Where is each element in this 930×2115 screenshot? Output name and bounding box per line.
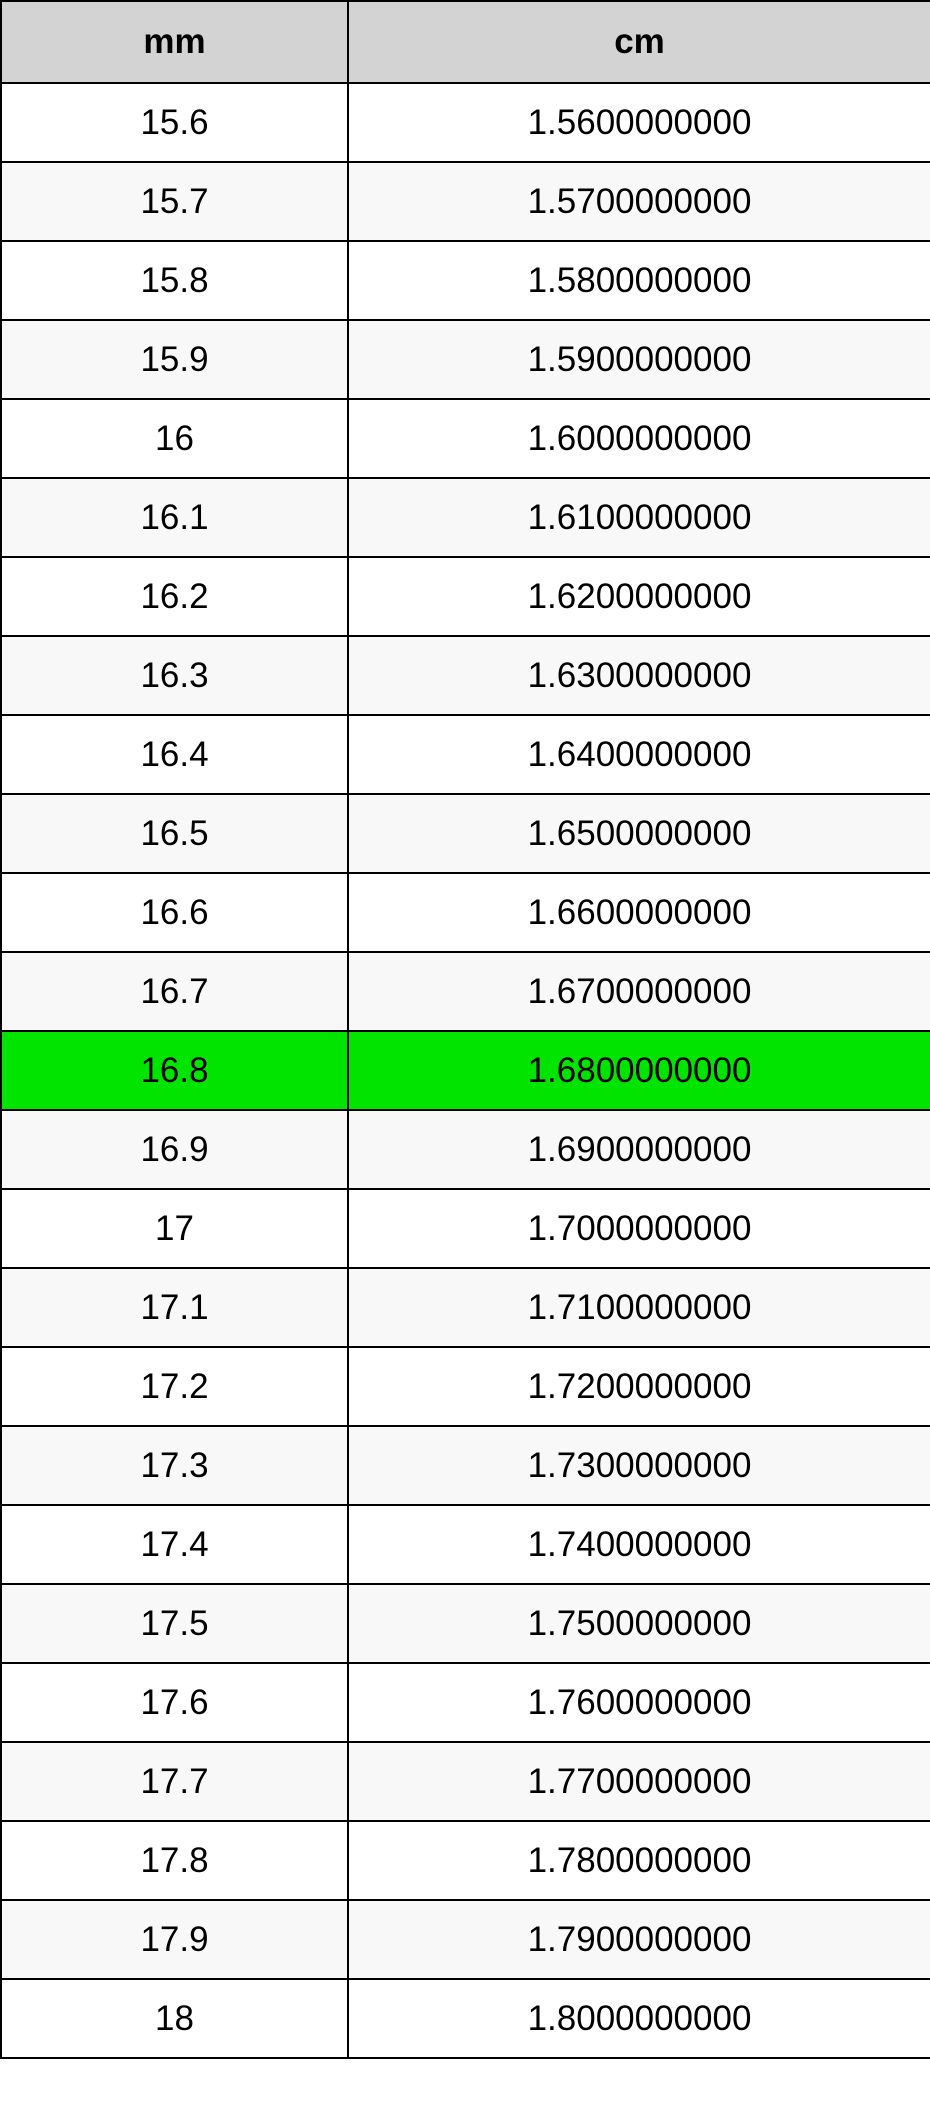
cell-mm: 16.5 bbox=[1, 794, 348, 873]
cell-cm: 1.7200000000 bbox=[348, 1347, 930, 1426]
cell-mm: 17 bbox=[1, 1189, 348, 1268]
cell-cm: 1.5700000000 bbox=[348, 162, 930, 241]
cell-mm: 16.9 bbox=[1, 1110, 348, 1189]
cell-mm: 16.1 bbox=[1, 478, 348, 557]
cell-mm: 15.7 bbox=[1, 162, 348, 241]
table-row: 16.7 1.6700000000 bbox=[1, 952, 930, 1031]
cell-cm: 1.6300000000 bbox=[348, 636, 930, 715]
cell-cm: 1.6900000000 bbox=[348, 1110, 930, 1189]
cell-mm: 16 bbox=[1, 399, 348, 478]
cell-cm: 1.7600000000 bbox=[348, 1663, 930, 1742]
cell-mm: 16.6 bbox=[1, 873, 348, 952]
table-header-row: mm cm bbox=[1, 1, 930, 83]
table-row: 16 1.6000000000 bbox=[1, 399, 930, 478]
table-row: 17.1 1.7100000000 bbox=[1, 1268, 930, 1347]
table-row: 16.2 1.6200000000 bbox=[1, 557, 930, 636]
cell-mm: 15.9 bbox=[1, 320, 348, 399]
table-row: 16.1 1.6100000000 bbox=[1, 478, 930, 557]
cell-mm: 17.8 bbox=[1, 1821, 348, 1900]
cell-cm: 1.6400000000 bbox=[348, 715, 930, 794]
cell-mm: 18 bbox=[1, 1979, 348, 2058]
cell-cm: 1.7800000000 bbox=[348, 1821, 930, 1900]
cell-mm: 17.6 bbox=[1, 1663, 348, 1742]
cell-mm: 16.8 bbox=[1, 1031, 348, 1110]
cell-mm: 16.2 bbox=[1, 557, 348, 636]
table-row: 15.6 1.5600000000 bbox=[1, 83, 930, 162]
table-row: 17.2 1.7200000000 bbox=[1, 1347, 930, 1426]
table-row: 15.7 1.5700000000 bbox=[1, 162, 930, 241]
cell-cm: 1.7500000000 bbox=[348, 1584, 930, 1663]
table-body: 15.6 1.5600000000 15.7 1.5700000000 15.8… bbox=[1, 83, 930, 2058]
cell-mm: 16.3 bbox=[1, 636, 348, 715]
cell-cm: 1.5800000000 bbox=[348, 241, 930, 320]
cell-mm: 15.8 bbox=[1, 241, 348, 320]
table-row: 17.4 1.7400000000 bbox=[1, 1505, 930, 1584]
cell-cm: 1.6700000000 bbox=[348, 952, 930, 1031]
cell-mm: 17.5 bbox=[1, 1584, 348, 1663]
table-row-highlighted: 16.8 1.6800000000 bbox=[1, 1031, 930, 1110]
table-row: 15.9 1.5900000000 bbox=[1, 320, 930, 399]
cell-cm: 1.6600000000 bbox=[348, 873, 930, 952]
cell-cm: 1.7900000000 bbox=[348, 1900, 930, 1979]
table-row: 17.5 1.7500000000 bbox=[1, 1584, 930, 1663]
table-row: 17.9 1.7900000000 bbox=[1, 1900, 930, 1979]
table-row: 16.3 1.6300000000 bbox=[1, 636, 930, 715]
table-row: 17.7 1.7700000000 bbox=[1, 1742, 930, 1821]
cell-mm: 17.1 bbox=[1, 1268, 348, 1347]
cell-cm: 1.7400000000 bbox=[348, 1505, 930, 1584]
table-row: 16.4 1.6400000000 bbox=[1, 715, 930, 794]
cell-cm: 1.7000000000 bbox=[348, 1189, 930, 1268]
cell-mm: 17.4 bbox=[1, 1505, 348, 1584]
cell-cm: 1.7100000000 bbox=[348, 1268, 930, 1347]
cell-cm: 1.5900000000 bbox=[348, 320, 930, 399]
cell-cm: 1.6800000000 bbox=[348, 1031, 930, 1110]
cell-cm: 1.6500000000 bbox=[348, 794, 930, 873]
cell-cm: 1.8000000000 bbox=[348, 1979, 930, 2058]
cell-cm: 1.7300000000 bbox=[348, 1426, 930, 1505]
table-row: 16.6 1.6600000000 bbox=[1, 873, 930, 952]
table-row: 16.5 1.6500000000 bbox=[1, 794, 930, 873]
table-row: 17 1.7000000000 bbox=[1, 1189, 930, 1268]
cell-cm: 1.7700000000 bbox=[348, 1742, 930, 1821]
table-row: 15.8 1.5800000000 bbox=[1, 241, 930, 320]
cell-mm: 16.4 bbox=[1, 715, 348, 794]
cell-mm: 17.2 bbox=[1, 1347, 348, 1426]
cell-mm: 17.3 bbox=[1, 1426, 348, 1505]
table-row: 17.8 1.7800000000 bbox=[1, 1821, 930, 1900]
cell-mm: 17.7 bbox=[1, 1742, 348, 1821]
table-row: 17.3 1.7300000000 bbox=[1, 1426, 930, 1505]
table-row: 17.6 1.7600000000 bbox=[1, 1663, 930, 1742]
conversion-table: mm cm 15.6 1.5600000000 15.7 1.570000000… bbox=[0, 0, 930, 2059]
cell-cm: 1.6100000000 bbox=[348, 478, 930, 557]
cell-mm: 15.6 bbox=[1, 83, 348, 162]
cell-mm: 16.7 bbox=[1, 952, 348, 1031]
table-row: 18 1.8000000000 bbox=[1, 1979, 930, 2058]
cell-mm: 17.9 bbox=[1, 1900, 348, 1979]
column-header-cm: cm bbox=[348, 1, 930, 83]
cell-cm: 1.6200000000 bbox=[348, 557, 930, 636]
cell-cm: 1.6000000000 bbox=[348, 399, 930, 478]
column-header-mm: mm bbox=[1, 1, 348, 83]
cell-cm: 1.5600000000 bbox=[348, 83, 930, 162]
table-row: 16.9 1.6900000000 bbox=[1, 1110, 930, 1189]
